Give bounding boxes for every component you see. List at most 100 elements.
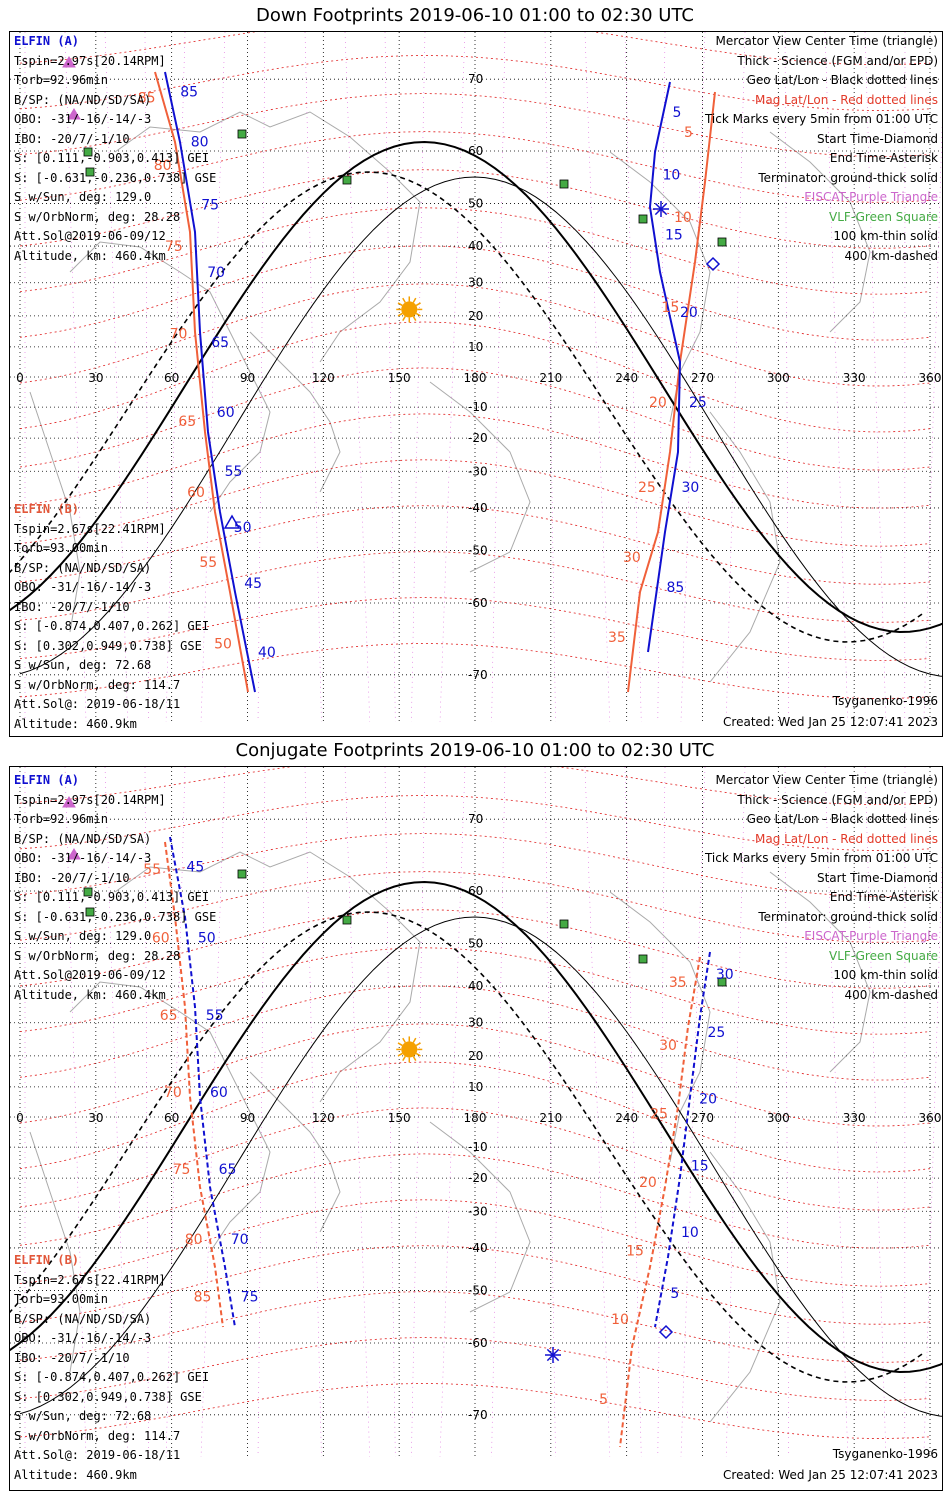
track-tick-label: 10: [674, 210, 692, 226]
eiscat-triangle-icon: [62, 796, 76, 808]
mag-meridian: [200, 767, 226, 1458]
sun-icon: [401, 1041, 418, 1058]
lat-label: -40: [468, 501, 488, 515]
track-tick-label: 25: [638, 480, 656, 496]
sun-ray: [397, 1042, 403, 1047]
elfin-a-info: ELFIN (A) Tspin=2.97s[20.14RPM] Torb=92.…: [14, 771, 216, 1005]
elfin-a-line: B/SP: (NA/ND/SD/SA): [14, 831, 152, 846]
mag-parallel: [19, 55, 931, 111]
mag-parallel: [19, 207, 931, 295]
track-tick-label: 45: [244, 576, 262, 592]
conjugate-footprints-panel: 0 30 60 90 120 150 180 210 240 270 300 330 360 70 60 50…: [9, 766, 943, 1491]
mag-parallel: [19, 795, 931, 851]
mag-meridian: [923, 855, 942, 1458]
elfin-a-track-east: [647, 81, 682, 653]
lon-label: 330: [843, 1111, 866, 1125]
legend-item: VLF-Green Square: [829, 209, 938, 224]
track-tick-label: 85: [194, 1289, 212, 1305]
legend-item: Tick Marks every 5min from 01:00 UTC: [704, 112, 938, 126]
track-tick-label: 85: [180, 85, 198, 101]
lon-label: 150: [388, 371, 411, 385]
lon-label: 360: [919, 371, 942, 385]
end-asterisk-icon: [654, 202, 668, 216]
elfin-b-line: S w/OrbNorm, deg: 114.7: [14, 1428, 181, 1443]
eiscat-triangle-icon: [67, 848, 81, 860]
lat-label: 50: [468, 937, 483, 951]
elfin-a-line: Torb=92.96min: [14, 73, 108, 87]
coastline: [249, 1071, 341, 1233]
vlf-square-icon: [559, 919, 569, 929]
track-tick-label: 65: [219, 1162, 237, 1178]
lon-label: 360: [919, 1111, 942, 1125]
elfin-b-track-west: [154, 71, 249, 693]
end-asterisk-icon: [546, 1348, 560, 1362]
track-tick-label: 35: [669, 975, 687, 991]
elfin-b-line: Att.Sol@: 2019-06-18/11: [14, 1448, 181, 1462]
lon-label: 120: [312, 371, 335, 385]
vlf-square-icon: [638, 214, 648, 224]
track-tick-label: 50: [198, 931, 216, 947]
track-tick-label: 25: [689, 395, 707, 411]
lat-label: -70: [468, 668, 488, 682]
legend-item: 100 km-thin solid: [833, 229, 938, 243]
elfin-b-line: Tspin=2.67s[22.41RPM]: [14, 521, 166, 536]
mag-meridian: [657, 767, 666, 1458]
mag-parallel: [19, 947, 931, 1035]
track-tick-label: 80: [185, 1232, 203, 1248]
coastline: [429, 1121, 531, 1313]
mag-meridian: [304, 767, 322, 1458]
track-tick-label: 55: [199, 555, 217, 571]
coastline: [249, 331, 341, 493]
mag-meridian: [144, 767, 149, 1458]
track-tick-label: 75: [165, 239, 183, 255]
mag-meridian: [411, 32, 426, 723]
track-tick-label: 10: [611, 1312, 629, 1328]
vlf-square-icon: [342, 915, 352, 925]
created-label: Created: Wed Jan 25 12:07:41 2023: [723, 715, 938, 729]
vlf-square-icon: [237, 869, 247, 879]
elfin-a-info: ELFIN (A) Tspin=2.97s[20.14RPM] Torb=92.…: [14, 32, 216, 266]
lat-label: 70: [468, 812, 483, 826]
track-tick-label: 65: [211, 335, 229, 351]
mag-meridian: [784, 32, 790, 723]
lat-label: -40: [468, 1241, 488, 1255]
track-tick-label: 55: [143, 862, 161, 878]
elfin-a-line: B/SP: (NA/ND/SD/SA): [14, 92, 152, 107]
terminator-100km: [19, 916, 942, 1417]
sun-ray: [412, 315, 417, 322]
track-tick-label: 20: [639, 1175, 657, 1191]
legend-item: Mag Lat/Lon - Red dotted lines: [754, 831, 938, 846]
mag-parallel: [19, 245, 931, 341]
track-tick-label: 85: [667, 580, 685, 596]
down-footprints-map: 0 30 60 90 120 150 180 210 240 270 300 330 360 70 60 50…: [10, 32, 942, 723]
conjugate-footprints-map: 0 30 60 90 120 150 180 210 240 270 300 330 360 70 60 50…: [10, 767, 942, 1458]
lat-label: 20: [468, 309, 483, 323]
mag-meridian: [411, 767, 426, 1458]
vlf-square-icon: [83, 147, 93, 157]
track-tick-label: 20: [649, 395, 667, 411]
elfin-b-line: OBO: -31/-16/-14/-3: [14, 1331, 152, 1345]
track-tick-label: 5: [670, 1286, 679, 1302]
track-tick-label: 70: [207, 265, 225, 281]
lat-label: 70: [468, 72, 483, 86]
elfin-b-line: Att.Sol@: 2019-06-18/11: [14, 697, 181, 711]
legend-item: 100 km-thin solid: [833, 968, 938, 982]
coastline: [69, 981, 271, 1253]
mag-meridian: [200, 32, 226, 723]
mag-meridian: [923, 120, 942, 723]
vlf-square-icon: [237, 129, 247, 139]
start-diamond-icon: [658, 1324, 674, 1340]
track-tick-label: 10: [663, 168, 681, 184]
panel-title-conjugate: Conjugate Footprints 2019-06-10 01:00 to…: [235, 740, 715, 761]
elfin-a-line: Altitude, km: 460.4km: [14, 987, 166, 1002]
lat-label: -10: [468, 1140, 488, 1154]
legend-item: End Time-Asterisk: [829, 890, 938, 904]
view-center-triangle-icon: [223, 514, 241, 529]
mag-meridian: [165, 767, 186, 1458]
track-tick-label: 60: [210, 1085, 228, 1101]
elfin-a-line: IBO: -20/7/-1/10: [14, 870, 130, 885]
terminator-ground: [10, 881, 942, 1373]
sun-ray: [412, 297, 417, 303]
lon-label: 180: [464, 1111, 487, 1125]
mag-parallel: [19, 833, 931, 897]
